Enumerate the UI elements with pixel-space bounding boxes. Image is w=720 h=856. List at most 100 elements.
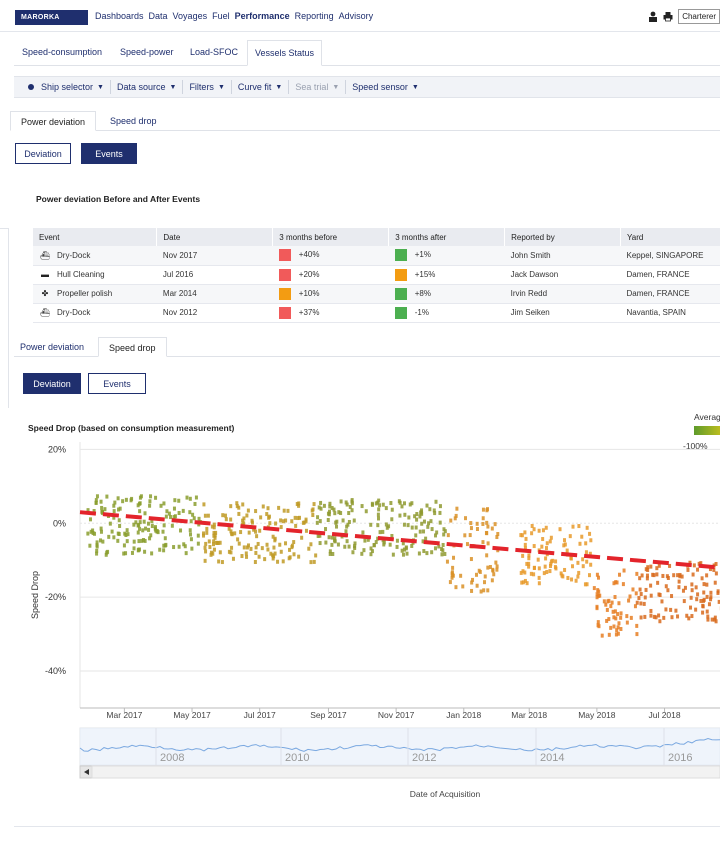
ship-selector-dropdown[interactable]: Ship selector ▼ (22, 80, 111, 94)
scatter-point (714, 561, 718, 566)
scatter-point (314, 553, 318, 558)
scatter-point (635, 623, 639, 628)
scatter-point (230, 531, 234, 536)
after-value: +8% (414, 288, 431, 298)
scatter-point (523, 570, 527, 575)
scatter-point (468, 533, 472, 538)
scatter-point (142, 538, 146, 543)
filters-dropdown[interactable]: Filters ▼ (183, 80, 232, 94)
scatter-point (558, 527, 562, 532)
scatter-point (712, 567, 716, 572)
nav-voyages[interactable]: Voyages (172, 11, 208, 21)
tab-speed-consumption[interactable]: Speed-consumption (22, 47, 103, 57)
scatter-point (344, 500, 348, 505)
person-icon[interactable] (648, 11, 658, 22)
data-source-dropdown[interactable]: Data source ▼ (111, 80, 184, 94)
scatter-point (384, 506, 388, 511)
table-row[interactable]: ▬ Hull Cleaning Jul 2016 +20% +15% Jack D… (33, 265, 720, 285)
scatter-point (686, 567, 690, 572)
tab-power-deviation[interactable]: Power deviation (20, 342, 85, 352)
legend-min-label: -100% (683, 441, 708, 451)
scatter-point (254, 529, 258, 534)
nav-data[interactable]: Data (148, 11, 168, 21)
tab-speed-drop[interactable]: Speed drop (110, 116, 157, 126)
event-name: Propeller polish (57, 289, 113, 298)
scatter-point (428, 507, 432, 512)
scatter-point (194, 495, 198, 500)
scatter-point (678, 574, 682, 579)
scatter-point (481, 540, 485, 545)
scatter-point (486, 588, 490, 593)
col-before[interactable]: 3 months before (272, 228, 390, 246)
scatter-point (137, 539, 141, 544)
scatter-point (616, 631, 620, 636)
before-value: +20% (298, 269, 320, 279)
scatter-point (422, 519, 426, 524)
tab-speed-drop[interactable]: Speed drop (98, 337, 167, 357)
scatter-point (658, 619, 662, 624)
table-row[interactable]: ⛴ Dry-Dock Nov 2017 +40% +1% John Smith K… (33, 246, 720, 266)
nav-fuel[interactable]: Fuel (212, 11, 230, 21)
scatter-point (629, 615, 633, 620)
scatter-point (638, 576, 642, 581)
nav-performance[interactable]: Performance (234, 11, 290, 21)
speed-sensor-dropdown[interactable]: Speed sensor ▼ (346, 80, 424, 94)
deviation-button[interactable]: Deviation (23, 373, 81, 394)
event-name: Dry-Dock (57, 308, 91, 317)
scatter-point (520, 580, 524, 585)
tab-power-deviation[interactable]: Power deviation (10, 111, 97, 131)
col-reported-by[interactable]: Reported by (504, 228, 622, 246)
scatter-point (188, 510, 192, 515)
table-row[interactable]: ✤ Propeller polish Mar 2014 +10% +8% Irvi… (33, 284, 720, 304)
nav-advisory[interactable]: Advisory (338, 11, 374, 21)
scatter-point (118, 506, 122, 511)
scatter-point (271, 534, 275, 539)
table-row[interactable]: ⛴ Dry-Dock Nov 2012 +37% -1% Jim Seiken N… (33, 303, 720, 323)
tab-vessels-status[interactable]: Vessels Status (247, 40, 323, 66)
scroll-track[interactable] (91, 765, 720, 779)
scatter-point (297, 554, 301, 559)
scatter-point (376, 536, 380, 541)
filter-toolbar: Ship selector ▼ Data source ▼ Filters ▼ … (14, 76, 720, 98)
scatter-point (282, 508, 286, 513)
scatter-point (177, 510, 181, 515)
scatter-point (130, 550, 134, 555)
speed-drop-chart[interactable]: 20% 0% -20% -40% Speed Drop Mar 2017 May 2017 J… (0, 0, 720, 790)
yard: Keppel, SINGAPORE (620, 246, 720, 266)
curve-fit-dropdown[interactable]: Curve fit ▼ (232, 80, 290, 94)
scatter-point (565, 548, 569, 553)
events-button[interactable]: Events (81, 143, 137, 164)
app-logo[interactable]: MARORKA (15, 10, 88, 25)
scatter-point (347, 544, 351, 549)
events-button[interactable]: Events (88, 373, 146, 394)
scatter-point (94, 500, 98, 505)
col-date[interactable]: Date (156, 228, 274, 246)
col-event[interactable]: Event (33, 228, 158, 246)
scatter-point (312, 559, 316, 564)
scatter-point (381, 502, 385, 507)
deviation-button[interactable]: Deviation (15, 143, 71, 164)
scatter-point (347, 519, 351, 524)
scatter-point (241, 518, 245, 523)
nav-dashboards[interactable]: Dashboards (95, 11, 144, 21)
scatter-point (164, 514, 168, 519)
scatter-point (335, 524, 339, 529)
scatter-point (189, 532, 193, 537)
sea-trial-dropdown[interactable]: Sea trial ▼ (289, 80, 347, 94)
scatter-point (227, 549, 231, 554)
scatter-point (363, 538, 367, 543)
scatter-point (162, 523, 166, 528)
col-yard[interactable]: Yard (620, 228, 720, 246)
tab-load-sfoc[interactable]: Load-SFOC (190, 47, 239, 57)
scatter-point (318, 519, 322, 524)
scatter-point (445, 559, 449, 564)
scatter-point (454, 585, 458, 590)
col-after[interactable]: 3 months after (388, 228, 506, 246)
scatter-point (713, 617, 717, 622)
scatter-point (596, 575, 600, 580)
before-value: +10% (298, 288, 320, 298)
scatter-point (112, 509, 116, 514)
print-icon[interactable] (663, 11, 673, 22)
nav-reporting[interactable]: Reporting (294, 11, 334, 21)
tab-speed-power[interactable]: Speed-power (120, 47, 174, 57)
